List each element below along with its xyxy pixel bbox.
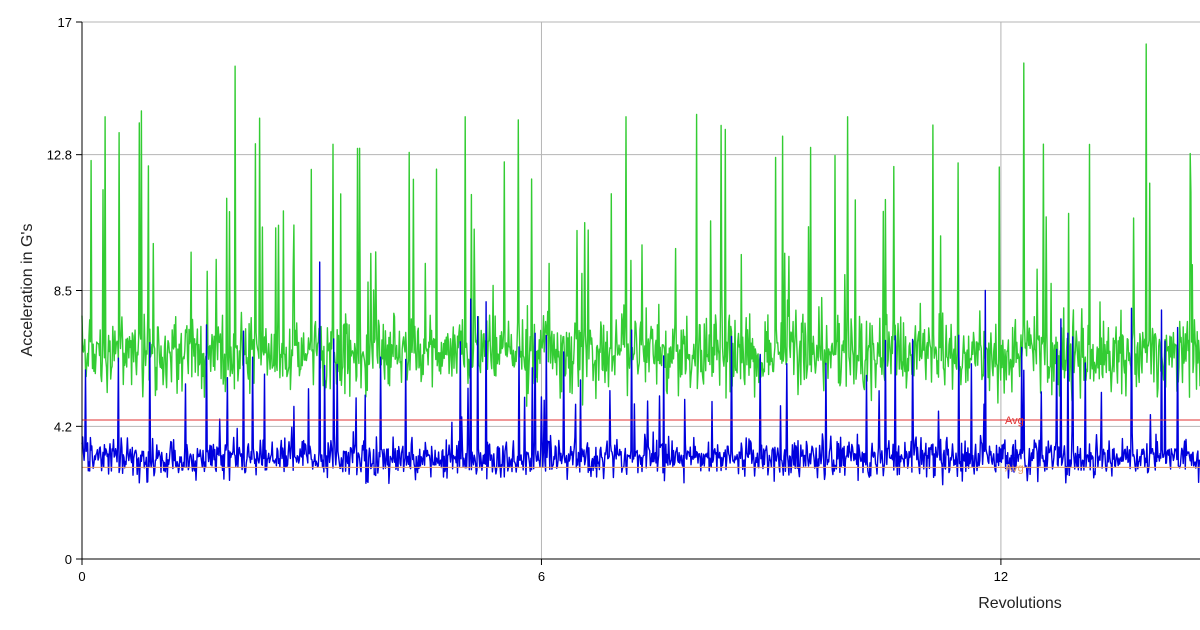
y-tick-label: 8.5 [54,284,72,299]
y-tick-label: 12.8 [47,148,72,163]
reference-line-label: Avg [1005,415,1024,427]
x-tick-label: 12 [994,569,1008,584]
reference-lines: Avg Avg [82,415,1200,474]
y-axis-title: Acceleration in G's [19,224,36,357]
series-line-blue [81,261,1200,486]
x-axis-title: Revolutions [978,595,1062,612]
x-tick-label: 0 [78,569,85,584]
x-tick-label: 6 [538,569,545,584]
y-tick-label: 0 [65,552,72,567]
reference-line-label: Avg [1005,462,1024,474]
axes: 0 4.2 8.5 12.8 17 0 6 12 [47,15,1200,584]
data-series [81,43,1200,486]
y-tick-label: 4.2 [54,419,72,434]
y-tick-label: 17 [58,15,72,30]
grid-lines [82,21,1200,559]
series-line-green [81,43,1200,407]
